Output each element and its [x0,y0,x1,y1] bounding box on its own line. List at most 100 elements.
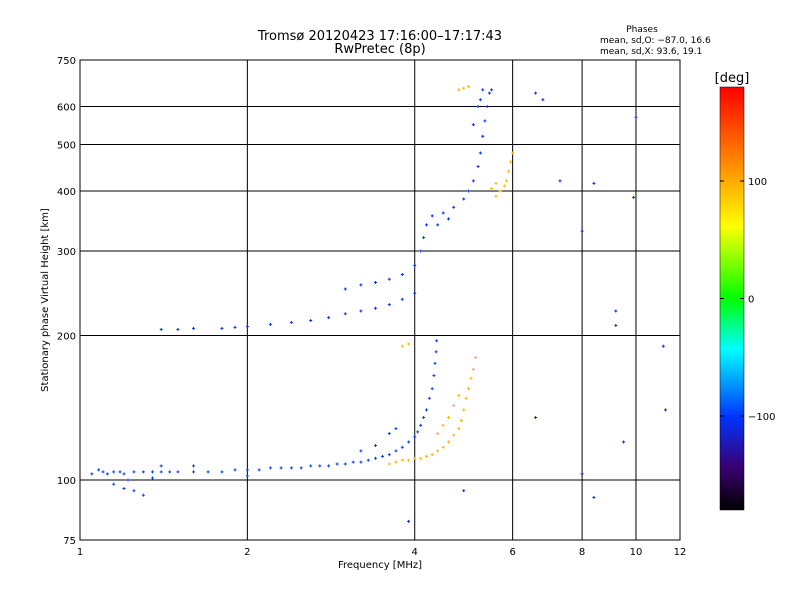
echo-point [413,263,417,267]
grid-lines [80,60,680,540]
y-tick-label: 300 [57,247,76,258]
echo-point [289,320,293,324]
x-tick-label: 2 [244,547,250,558]
echo-point [476,105,480,108]
echo-point [474,356,478,359]
echo-point [359,309,363,313]
echo-point [335,462,339,466]
echo-point [132,470,136,474]
echo-point [268,322,272,326]
echo-point [634,115,638,119]
echo-point [432,374,436,378]
echo-point [387,277,391,281]
echo-point [419,423,423,427]
echo-point [447,217,450,221]
colorbar-tick-label: −100 [748,412,775,423]
echo-point [400,273,404,276]
echo-point [580,472,584,476]
echo-point [534,416,538,419]
echo-point [580,229,584,233]
echo-point [436,432,440,435]
echo-point [318,464,322,468]
echo-point [407,519,411,523]
echo-point [400,344,404,348]
echo-point [471,367,475,371]
echo-point [502,184,506,188]
echo-point [427,396,431,400]
echo-point [413,435,417,439]
echo-point [452,433,456,437]
echo-point [430,387,434,391]
echo-point [309,464,313,468]
echo-point [441,445,445,449]
phases-x-line: mean, sd,X: 93.6, 19.1 [600,47,702,57]
echo-point [483,119,487,123]
echo-point [469,376,473,380]
echo-point [592,495,596,499]
echo-point [233,468,237,472]
x-tick-label: 8 [579,547,585,558]
echo-point [498,189,502,193]
echo-point [457,88,461,92]
y-tick-label: 750 [57,56,76,67]
echo-point [478,151,482,155]
echo-point [343,287,347,291]
echo-point [541,98,545,102]
echo-point [407,342,411,346]
y-tick-label: 100 [57,476,76,487]
echo-point [436,449,440,453]
echo-point [441,423,445,427]
chart-title: Tromsø 20120423 17:16:00–17:17:43 [257,29,502,44]
y-tick-label: 600 [57,103,76,114]
echo-point [457,394,461,397]
echo-point [422,416,426,419]
colorbar-tick-label: 0 [748,295,754,306]
echo-point [494,181,498,185]
echo-point [381,454,384,458]
echo-point [413,291,417,295]
echo-point [507,169,511,173]
echo-point [462,408,466,412]
y-tick-label: 200 [57,332,76,343]
echo-point [105,472,109,476]
echo-point [558,179,562,183]
echo-point [159,327,163,331]
echo-point [434,350,438,354]
echo-point [359,283,363,287]
plot-frame [79,59,681,541]
echo-point [351,460,355,464]
x-tick-label: 1 [77,547,83,558]
x-tick-label: 12 [674,547,687,558]
echo-point [433,361,437,365]
echo-point [192,326,195,330]
echo-point [413,456,417,460]
echo-point [327,464,331,468]
echo-point [476,165,480,168]
echo-point [481,134,485,138]
echo-point [118,470,122,474]
echo-point [245,474,249,478]
colorbar-ticks: 100 0 −100 [720,177,775,423]
echo-point [343,462,347,466]
echo-point [457,427,461,431]
x-tick-label: 10 [630,547,643,558]
echo-point [487,91,491,95]
chart-subtitle: RwPretec (8p) [334,42,425,57]
echo-point [614,323,618,327]
echo-point [467,387,471,391]
echo-point [101,470,105,474]
echo-point [112,482,116,486]
echo-point [245,324,249,328]
echo-point [452,404,456,407]
echo-point [206,470,210,474]
echo-point [394,449,398,453]
echo-point [176,470,180,474]
echo-point [374,281,377,284]
echo-point [359,460,363,464]
echo-point [664,408,667,412]
echo-point [220,470,224,474]
echo-point [245,468,249,472]
echo-point [622,440,626,444]
echo-point [416,430,420,434]
echo-point [435,339,439,343]
